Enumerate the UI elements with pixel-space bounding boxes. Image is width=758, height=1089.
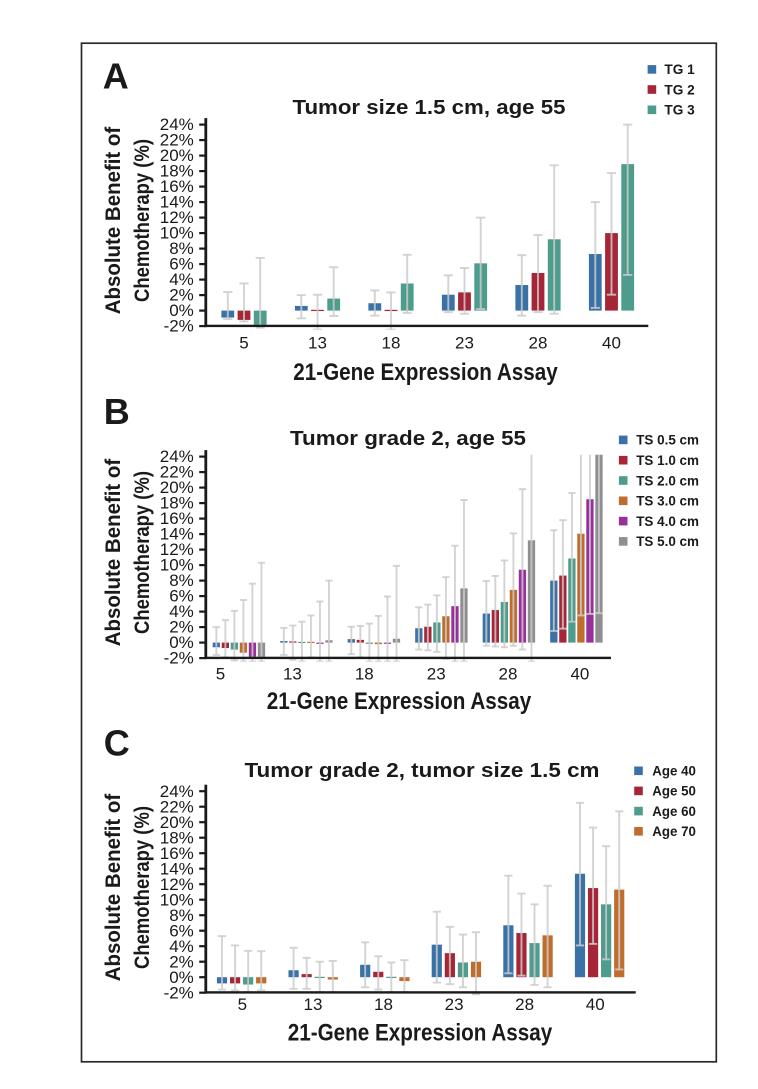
svg-text:28: 28 (529, 333, 548, 352)
svg-text:Age 40: Age 40 (652, 764, 696, 779)
svg-text:21-Gene Expression Assay: 21-Gene Expression Assay (267, 688, 532, 715)
svg-text:20%: 20% (160, 478, 194, 497)
svg-text:TS 3.0 cm: TS 3.0 cm (636, 494, 699, 509)
svg-text:TS 2.0 cm: TS 2.0 cm (636, 473, 699, 488)
svg-text:24%: 24% (160, 447, 194, 466)
svg-text:14%: 14% (160, 193, 194, 212)
svg-text:0%: 0% (169, 968, 194, 987)
svg-text:13: 13 (283, 665, 302, 684)
svg-text:18: 18 (382, 333, 401, 352)
svg-text:4%: 4% (169, 937, 194, 956)
svg-text:24%: 24% (160, 115, 194, 134)
svg-text:Tumor grade 2, age 55: Tumor grade 2, age 55 (290, 427, 526, 450)
svg-text:4%: 4% (169, 270, 194, 289)
svg-text:14%: 14% (160, 859, 194, 878)
svg-text:12%: 12% (160, 875, 194, 894)
svg-text:13: 13 (304, 995, 323, 1014)
svg-text:0%: 0% (169, 633, 194, 652)
svg-text:10%: 10% (160, 890, 194, 909)
svg-text:40: 40 (586, 995, 605, 1014)
svg-text:TS 0.5 cm: TS 0.5 cm (636, 433, 699, 448)
svg-text:23: 23 (455, 333, 474, 352)
svg-text:18: 18 (355, 665, 374, 684)
svg-text:A: A (103, 55, 129, 96)
svg-text:40: 40 (602, 333, 621, 352)
svg-text:5: 5 (239, 333, 248, 352)
svg-text:Absolute Benefit of: Absolute Benefit of (102, 458, 125, 646)
svg-text:Chemotherapy (%): Chemotherapy (%) (131, 139, 154, 302)
svg-text:Age 60: Age 60 (652, 804, 696, 819)
svg-text:18%: 18% (160, 162, 194, 181)
svg-text:10%: 10% (160, 556, 194, 575)
svg-text:21-Gene Expression Assay: 21-Gene Expression Assay (293, 359, 558, 386)
svg-text:2%: 2% (169, 952, 194, 971)
svg-text:-2%: -2% (164, 983, 194, 1002)
svg-text:28: 28 (499, 665, 518, 684)
svg-text:20%: 20% (160, 146, 194, 165)
svg-text:6%: 6% (169, 587, 194, 606)
svg-text:2%: 2% (169, 618, 194, 637)
svg-text:6%: 6% (169, 921, 194, 940)
svg-text:TS 4.0 cm: TS 4.0 cm (636, 514, 699, 529)
svg-text:5: 5 (238, 995, 247, 1014)
svg-text:Tumor size 1.5 cm, age 55: Tumor size 1.5 cm, age 55 (293, 96, 566, 119)
svg-text:-2%: -2% (164, 649, 194, 668)
svg-text:Tumor grade 2, tumor size 1.5: Tumor grade 2, tumor size 1.5 cm (245, 759, 600, 782)
svg-text:20%: 20% (160, 813, 194, 832)
svg-text:13: 13 (308, 333, 327, 352)
svg-text:23: 23 (445, 995, 464, 1014)
svg-text:40: 40 (570, 665, 589, 684)
svg-text:23: 23 (427, 665, 446, 684)
svg-text:TG 2: TG 2 (664, 82, 695, 97)
svg-text:21-Gene Expression Assay: 21-Gene Expression Assay (288, 1020, 553, 1047)
svg-text:14%: 14% (160, 525, 194, 544)
svg-text:TS 5.0 cm: TS 5.0 cm (636, 534, 699, 549)
svg-text:22%: 22% (160, 131, 194, 150)
svg-text:B: B (104, 391, 130, 432)
svg-text:12%: 12% (160, 208, 194, 227)
svg-text:Absolute Benefit of: Absolute Benefit of (102, 126, 125, 314)
svg-text:Chemotherapy (%): Chemotherapy (%) (131, 806, 154, 969)
svg-text:5: 5 (216, 665, 225, 684)
svg-text:16%: 16% (160, 177, 194, 196)
svg-text:Chemotherapy (%): Chemotherapy (%) (131, 471, 154, 634)
svg-text:18%: 18% (160, 494, 194, 513)
svg-text:6%: 6% (169, 255, 194, 274)
svg-text:24%: 24% (160, 782, 194, 801)
svg-text:28: 28 (515, 995, 534, 1014)
svg-text:TS 1.0 cm: TS 1.0 cm (636, 453, 699, 468)
svg-text:-2%: -2% (164, 317, 194, 336)
svg-text:16%: 16% (160, 509, 194, 528)
svg-text:8%: 8% (169, 239, 194, 258)
svg-text:22%: 22% (160, 463, 194, 482)
svg-text:8%: 8% (169, 906, 194, 925)
svg-text:Age 50: Age 50 (652, 784, 696, 799)
svg-text:0%: 0% (169, 301, 194, 320)
svg-text:TG 1: TG 1 (664, 62, 695, 77)
svg-text:C: C (104, 722, 130, 763)
svg-text:12%: 12% (160, 540, 194, 559)
svg-text:18%: 18% (160, 828, 194, 847)
svg-text:16%: 16% (160, 844, 194, 863)
svg-text:Age 70: Age 70 (652, 824, 696, 839)
svg-text:4%: 4% (169, 602, 194, 621)
svg-text:18: 18 (374, 995, 393, 1014)
svg-text:Absolute Benefit of: Absolute Benefit of (102, 793, 125, 981)
svg-text:22%: 22% (160, 797, 194, 816)
svg-text:8%: 8% (169, 571, 194, 590)
svg-text:10%: 10% (160, 224, 194, 243)
svg-text:TG 3: TG 3 (664, 103, 695, 118)
svg-text:2%: 2% (169, 286, 194, 305)
